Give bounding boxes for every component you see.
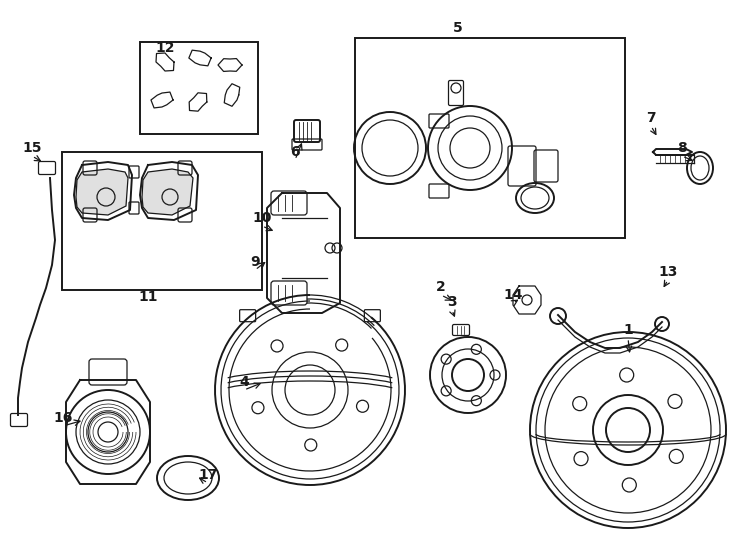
Text: 4: 4 bbox=[239, 375, 249, 389]
Text: 10: 10 bbox=[252, 211, 272, 225]
Text: 11: 11 bbox=[138, 290, 158, 304]
Text: 6: 6 bbox=[290, 145, 299, 159]
Text: 3: 3 bbox=[447, 295, 457, 309]
Text: 17: 17 bbox=[198, 468, 218, 482]
Text: 13: 13 bbox=[658, 265, 677, 279]
Text: 16: 16 bbox=[54, 411, 73, 425]
Polygon shape bbox=[76, 169, 128, 215]
Bar bbox=[355, 38, 625, 238]
Text: 12: 12 bbox=[156, 41, 175, 55]
Polygon shape bbox=[142, 169, 193, 215]
Text: 8: 8 bbox=[677, 141, 687, 155]
Text: 7: 7 bbox=[646, 111, 655, 125]
Bar bbox=[140, 42, 258, 134]
Text: 5: 5 bbox=[453, 21, 463, 35]
Text: 9: 9 bbox=[250, 255, 260, 269]
Text: 2: 2 bbox=[436, 280, 446, 294]
Bar bbox=[62, 152, 262, 290]
Text: 15: 15 bbox=[22, 141, 42, 155]
Text: 1: 1 bbox=[623, 323, 633, 337]
Text: 14: 14 bbox=[504, 288, 523, 302]
